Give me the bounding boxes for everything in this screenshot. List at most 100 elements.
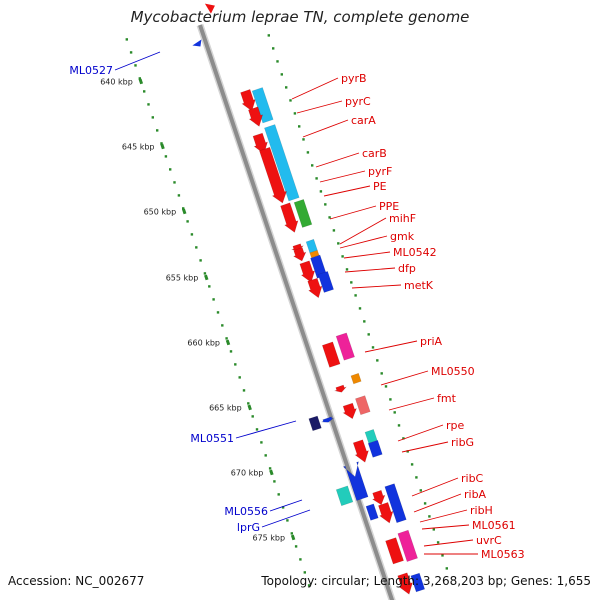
feature-track-dot: [293, 112, 297, 115]
gene-block: [355, 395, 371, 416]
scale-dot: [234, 363, 237, 366]
scale-dot: [290, 532, 293, 535]
gene-label: ribC: [461, 472, 484, 485]
scale-dot: [281, 506, 285, 509]
scale-dot: [255, 428, 259, 431]
feature-track-dot: [319, 190, 323, 193]
gene-label: gmk: [390, 230, 415, 243]
map-title: Mycobacterium leprae TN, complete genome: [130, 8, 470, 26]
scale-dot: [251, 415, 254, 418]
feature-track-dot: [350, 281, 353, 284]
feature-track-dot: [389, 398, 392, 401]
scale-tick-label: 645 kbp: [122, 142, 155, 151]
gene-label: lprG: [237, 521, 260, 534]
feature-track-dot: [324, 203, 327, 206]
gene-label: metK: [404, 279, 434, 292]
feature-track-dot: [367, 333, 370, 336]
scale-tick: [160, 143, 165, 150]
feature-track-dot: [328, 216, 331, 219]
gene-block: [192, 39, 202, 47]
feature-track-dot: [371, 346, 375, 349]
scale-dot: [242, 389, 246, 392]
scale-tick: [182, 208, 187, 215]
scale-dot: [199, 259, 202, 262]
scale-tick: [138, 78, 144, 85]
label-leader-line: [411, 477, 459, 497]
feature-track-dot: [267, 34, 270, 37]
gene-block: [365, 503, 379, 521]
label-leader-line: [344, 267, 396, 273]
gene-block: [397, 529, 418, 562]
gene-block: [259, 146, 288, 204]
gene-label: ribG: [451, 436, 474, 449]
scale-dot: [229, 350, 233, 353]
scale-dot: [182, 207, 185, 210]
label-leader-line: [351, 284, 402, 289]
scale-dot: [190, 233, 194, 236]
gene-block: [384, 483, 407, 524]
scale-dot: [299, 558, 302, 561]
label-leader-line: [397, 424, 444, 442]
gene-block: [204, 3, 215, 14]
gene-label: pyrF: [368, 165, 392, 178]
scale-dot: [216, 311, 220, 314]
feature-track-dot: [445, 567, 448, 570]
feature-track-dot: [341, 255, 344, 258]
gene-block: [350, 372, 362, 385]
label-leader-line: [339, 217, 387, 245]
feature-track-dot: [419, 489, 422, 492]
gene-block: [333, 384, 348, 393]
gene-label: ML0551: [190, 432, 234, 445]
gene-block: [367, 439, 383, 458]
gene-label: carB: [362, 147, 387, 160]
scale-tick-label: 660 kbp: [187, 338, 220, 347]
label-leader-line: [269, 499, 303, 512]
feature-track-dot: [376, 359, 379, 362]
feature-track-dot: [406, 450, 409, 453]
label-leader-line: [329, 205, 377, 220]
feature-track-dot: [272, 47, 275, 50]
scale-dot: [160, 142, 163, 145]
scale-dot: [277, 493, 280, 496]
label-leader-line: [380, 370, 429, 386]
gene-label: pyrC: [345, 95, 371, 108]
label-leader-line: [413, 493, 462, 513]
gene-label: ML0556: [224, 505, 268, 518]
scale-dot: [169, 168, 172, 171]
gene-label: pyrB: [341, 72, 367, 85]
label-leader-line: [114, 51, 161, 71]
gene-label: ML0550: [431, 365, 475, 378]
scale-dot: [238, 376, 241, 379]
gene-block: [307, 277, 323, 299]
feature-track-dot: [441, 554, 444, 557]
feature-track-dot: [432, 528, 435, 531]
scale-dot: [129, 51, 133, 54]
label-leader-line: [315, 152, 360, 168]
label-leader-line: [302, 119, 349, 138]
gene-block: [309, 249, 320, 259]
scale-dot: [294, 545, 298, 548]
label-leader-line: [343, 251, 391, 259]
feature-track-dot: [285, 86, 288, 89]
scale-tick: [225, 339, 231, 346]
feature-track-dot: [337, 242, 340, 245]
gene-label: ML0563: [481, 548, 525, 561]
scale-tick-label: 655 kbp: [166, 273, 199, 282]
feature-track-dot: [315, 177, 318, 180]
gene-label: ML0527: [69, 64, 113, 77]
gene-block: [252, 132, 268, 155]
gene-block: [293, 199, 313, 228]
gene-block: [335, 332, 355, 361]
gene-block: [248, 106, 264, 127]
feature-track-dot: [280, 73, 283, 76]
scale-dot: [225, 337, 228, 340]
label-leader-line: [364, 340, 418, 353]
scale-dot: [303, 571, 306, 574]
feature-track-dot: [402, 437, 405, 440]
label-leader-line: [235, 420, 297, 439]
feature-track-dot: [302, 138, 305, 141]
gene-label: rpe: [446, 419, 465, 432]
gene-block: [397, 572, 413, 595]
gene-block: [280, 202, 299, 233]
